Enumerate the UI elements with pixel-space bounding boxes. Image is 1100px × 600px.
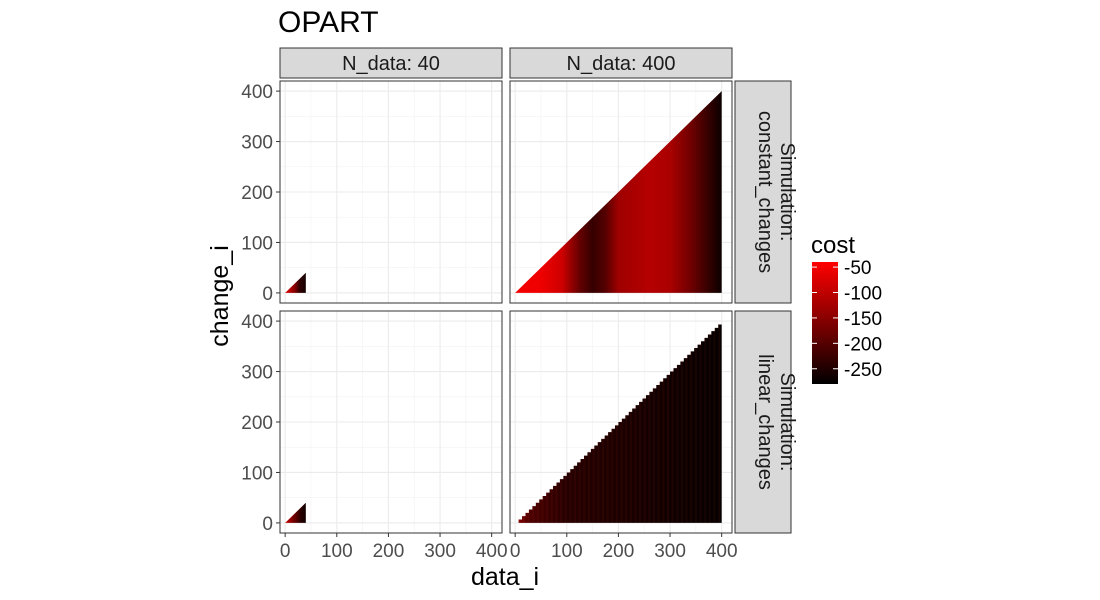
x-tick-label: 200 xyxy=(603,541,635,562)
y-tick-label: 100 xyxy=(241,463,273,484)
facet-label-row: constant_changes xyxy=(754,111,776,273)
y-tick-label: 0 xyxy=(262,284,273,305)
x-tick-label: 100 xyxy=(551,541,583,562)
facet-strips: N_data: 40 N_data: 400Simulation:constant… xyxy=(279,47,798,534)
legend-label: -100 xyxy=(844,284,882,305)
legend-label: -150 xyxy=(844,309,882,330)
y-tick-label: 300 xyxy=(241,363,273,384)
facet-label-row: Simulation: xyxy=(776,143,798,242)
y-tick-label: 300 xyxy=(241,133,273,154)
legend-title: cost xyxy=(811,232,855,259)
y-tick-label: 400 xyxy=(241,82,273,103)
facet-label-col: N_data: 400 xyxy=(567,53,676,75)
facet-label-row: linear_changes xyxy=(754,354,776,490)
facet-strip-col xyxy=(279,47,503,79)
chart-title: OPART xyxy=(278,6,379,39)
facet-strip-col xyxy=(509,47,733,79)
panel-linear_changes-40 xyxy=(279,310,503,534)
x-tick-label: 400 xyxy=(706,541,738,562)
facet-strip-row xyxy=(734,310,792,534)
panel-constant_changes-40 xyxy=(279,80,503,304)
heatmap-constant_changes-400 xyxy=(515,91,722,293)
legend-colorbar xyxy=(812,262,838,384)
panel-border xyxy=(509,80,733,304)
facet-label-row: Simulation: xyxy=(776,373,798,472)
y-tick-label: 0 xyxy=(262,514,273,535)
x-axis-title: data_i xyxy=(471,563,539,591)
x-tick-label: 400 xyxy=(476,541,508,562)
panel-border xyxy=(509,310,733,534)
panels xyxy=(279,80,733,534)
y-tick-label: 400 xyxy=(241,312,273,333)
legend: cost-50 -100 -150 -200 -250 xyxy=(811,232,882,384)
x-tick-label: 300 xyxy=(424,541,456,562)
y-tick-label: 200 xyxy=(241,413,273,434)
legend-label: -200 xyxy=(844,334,882,355)
y-tick-label: 100 xyxy=(241,233,273,254)
facet-label-col: N_data: 40 xyxy=(342,53,440,75)
panel-linear_changes-400 xyxy=(509,310,733,534)
y-axis-title: change_i xyxy=(206,245,234,346)
facet-strip-row xyxy=(734,80,792,304)
heatmap-constant_changes-40 xyxy=(285,272,306,293)
heatmap-linear_changes-400 xyxy=(515,321,722,523)
x-tick-label: 100 xyxy=(321,541,353,562)
panel-constant_changes-400 xyxy=(509,80,733,304)
heatmap-linear_changes-40 xyxy=(285,502,306,523)
y-tick-label: 200 xyxy=(241,183,273,204)
x-tick-label: 200 xyxy=(373,541,405,562)
legend-label: -250 xyxy=(844,360,882,381)
x-tick-label: 0 xyxy=(510,541,521,562)
x-tick-label: 0 xyxy=(280,541,291,562)
legend-label: -50 xyxy=(844,258,871,279)
x-tick-label: 300 xyxy=(654,541,686,562)
